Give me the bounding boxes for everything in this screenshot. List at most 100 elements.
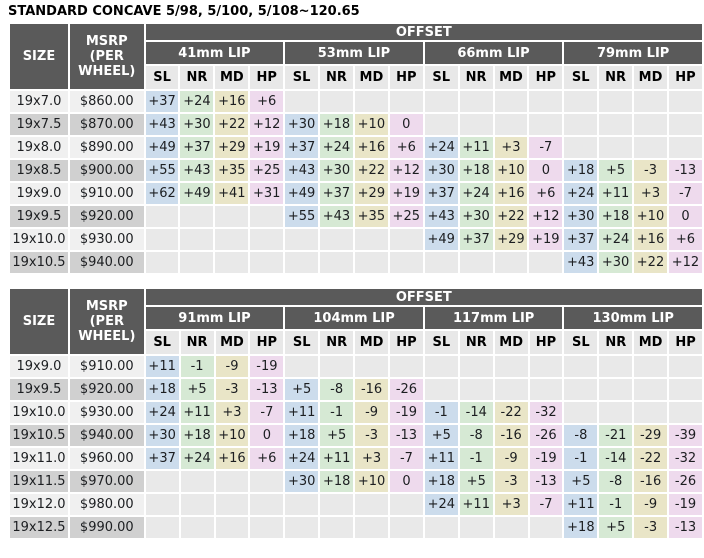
offset-value-cell bbox=[320, 517, 354, 538]
offset-value-cell bbox=[634, 91, 667, 112]
offset-value-cell: +11 bbox=[599, 183, 633, 204]
offset-value-cell: -9 bbox=[494, 448, 528, 469]
msrp-cell: $930.00 bbox=[69, 229, 144, 250]
table-row: 19x12.5 $990.00 +18 +5 -3 -13 bbox=[10, 517, 702, 538]
offset-value-cell: +30 bbox=[599, 252, 633, 273]
offset-value-cell: -7 bbox=[529, 137, 563, 158]
msrp-cell: $940.00 bbox=[69, 252, 144, 273]
offset-value-cell: -19 bbox=[390, 402, 423, 423]
msrp-cell: $890.00 bbox=[69, 137, 144, 158]
offset-value-cell: -39 bbox=[669, 425, 702, 446]
offset-value-cell: -3 bbox=[215, 379, 249, 400]
offset-value-cell bbox=[145, 229, 179, 250]
size-cell: 19x10.0 bbox=[10, 229, 68, 250]
subcolumn-header-sl: SL bbox=[564, 331, 598, 354]
offset-value-cell: +22 bbox=[494, 206, 528, 227]
subcolumn-header-nr: NR bbox=[459, 331, 493, 354]
lip-group-header: 41mm LIP bbox=[145, 42, 284, 64]
msrp-cell: $910.00 bbox=[69, 183, 144, 204]
offset-value-cell bbox=[668, 91, 702, 112]
offset-value-cell: +31 bbox=[250, 183, 284, 204]
offset-value-cell bbox=[634, 114, 667, 135]
offset-value-cell: +37 bbox=[564, 229, 598, 250]
offset-value-cell bbox=[389, 91, 423, 112]
offset-value-cell: +10 bbox=[634, 206, 667, 227]
offset-value-cell bbox=[459, 114, 493, 135]
offset-value-cell: +10 bbox=[494, 160, 528, 181]
offset-value-cell: +10 bbox=[354, 114, 388, 135]
offset-value-cell bbox=[459, 252, 493, 273]
table-row: 19x10.0 $930.00 +24 +11 +3 -7 +11 -1 -9 -19 -1 -14-… bbox=[10, 402, 702, 423]
table-row: 19x9.5 $920.00 +55 +43 +35 +25 +43 +30 +22 +12 +30… bbox=[10, 206, 702, 227]
offset-value-cell: -22 bbox=[494, 402, 528, 423]
offset-value-cell bbox=[599, 137, 633, 158]
table-row: 19x11.0 $960.00 +37 +24 +16 +6 +24 +11 +3 -7 +11 -1… bbox=[10, 448, 702, 469]
offset-value-cell: -1 bbox=[424, 402, 458, 423]
offset-value-cell: -3 bbox=[355, 425, 389, 446]
offset-value-cell bbox=[354, 252, 388, 273]
lip-group-header: 104mm LIP bbox=[285, 307, 423, 329]
offset-value-cell: -3 bbox=[494, 471, 528, 492]
size-cell: 19x10.5 bbox=[10, 425, 68, 446]
offset-value-cell: +11 bbox=[424, 448, 458, 469]
offset-value-cell bbox=[355, 494, 389, 515]
offset-value-cell bbox=[389, 252, 423, 273]
offset-value-cell: +3 bbox=[494, 494, 528, 515]
subcolumn-header-row: SL NR MD HP SL NR MD HP SL NR MD HP SL NR MD HP bbox=[10, 331, 702, 354]
offset-value-cell: -1 bbox=[599, 494, 633, 515]
offset-value-cell: -16 bbox=[355, 379, 389, 400]
offset-value-cell: +30 bbox=[320, 160, 353, 181]
offset-value-cell: -13 bbox=[669, 517, 702, 538]
pricing-table-41-79mm: SIZE MSRP (PER WHEEL) OFFSET 41mm LIP 53mm L… bbox=[8, 22, 704, 275]
msrp-cell: $940.00 bbox=[69, 425, 144, 446]
offset-value-cell: -1 bbox=[564, 448, 598, 469]
offset-value-cell bbox=[320, 91, 353, 112]
subcolumn-header-nr: NR bbox=[599, 331, 633, 354]
offset-value-cell: +25 bbox=[389, 206, 423, 227]
offset-value-cell: -1 bbox=[180, 356, 214, 377]
offset-value-cell: +30 bbox=[459, 206, 493, 227]
offset-value-cell: +43 bbox=[564, 252, 598, 273]
offset-value-cell: +11 bbox=[459, 494, 493, 515]
table-row: 19x10.5 $940.00 +30 +18 +10 0 +18 +5 -3 -13 +5 -8 -1… bbox=[10, 425, 702, 446]
size-cell: 19x12.0 bbox=[10, 494, 68, 515]
offset-value-cell bbox=[599, 379, 633, 400]
offset-value-cell: +22 bbox=[354, 160, 388, 181]
offset-value-cell bbox=[250, 494, 284, 515]
subcolumn-header-nr: NR bbox=[599, 66, 633, 89]
offset-value-cell bbox=[215, 206, 249, 227]
offset-value-cell bbox=[145, 517, 179, 538]
offset-value-cell: +24 bbox=[424, 494, 458, 515]
lip-group-header: 66mm LIP bbox=[424, 42, 563, 64]
subcolumn-header-nr: NR bbox=[320, 331, 354, 354]
subcolumn-header-md: MD bbox=[494, 331, 528, 354]
msrp-cell: $900.00 bbox=[69, 160, 144, 181]
offset-value-cell: +6 bbox=[250, 91, 284, 112]
offset-value-cell bbox=[215, 517, 249, 538]
offset-value-cell bbox=[669, 379, 702, 400]
subcolumn-header-nr: NR bbox=[180, 331, 214, 354]
offset-value-cell: +30 bbox=[285, 471, 319, 492]
offset-value-cell: -9 bbox=[634, 494, 668, 515]
offset-value-cell bbox=[494, 91, 528, 112]
offset-value-cell bbox=[215, 471, 249, 492]
offset-value-cell: +5 bbox=[599, 160, 633, 181]
offset-value-cell: +49 bbox=[285, 183, 319, 204]
offset-value-cell: +5 bbox=[599, 517, 633, 538]
msrp-cell: $930.00 bbox=[69, 402, 144, 423]
offset-value-cell: -9 bbox=[355, 402, 389, 423]
table-row: 19x7.0 $860.00 +37 +24 +16 +6 bbox=[10, 91, 702, 112]
offset-value-cell: +18 bbox=[285, 425, 319, 446]
offset-value-cell bbox=[459, 517, 493, 538]
offset-value-cell: +16 bbox=[354, 137, 388, 158]
offset-value-cell: +12 bbox=[250, 114, 284, 135]
offset-value-cell: -22 bbox=[634, 448, 668, 469]
offset-value-cell bbox=[634, 379, 668, 400]
msrp-cell: $920.00 bbox=[69, 206, 144, 227]
offset-value-cell: 0 bbox=[668, 206, 702, 227]
offset-value-cell: -26 bbox=[390, 379, 423, 400]
offset-value-cell: +12 bbox=[529, 206, 563, 227]
lip-group-header: 79mm LIP bbox=[564, 42, 702, 64]
offset-value-cell bbox=[529, 379, 563, 400]
msrp-column-header: MSRP (PER WHEEL) bbox=[69, 24, 144, 89]
